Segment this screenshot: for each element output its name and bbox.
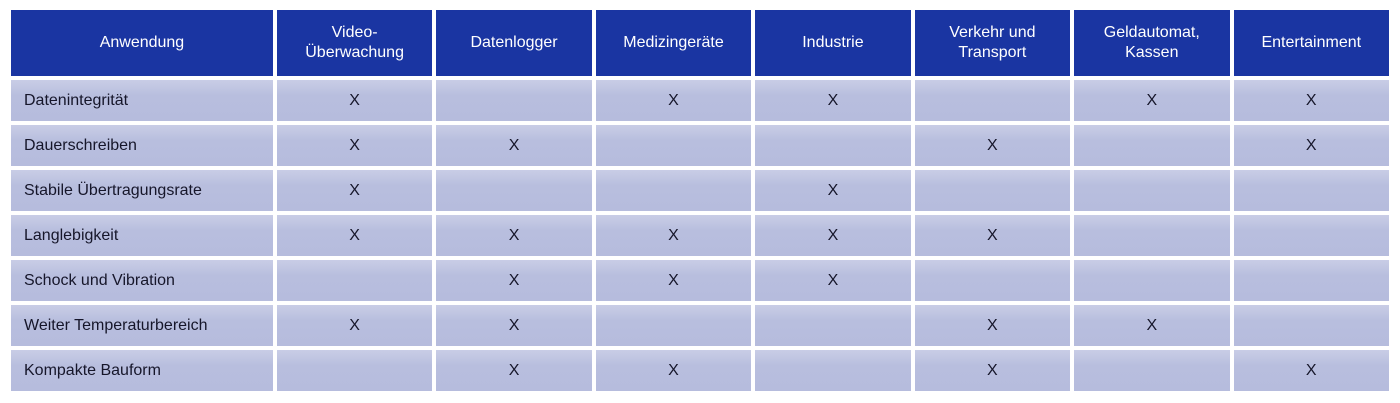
matrix-cell: X: [914, 350, 1071, 391]
matrix-cell: X: [276, 305, 433, 346]
matrix-cell: [436, 170, 592, 211]
matrix-cell: [1233, 260, 1389, 301]
matrix-cell: [1074, 260, 1230, 301]
table-header-row: Anwendung Video- Überwachung Datenlogger Me…: [11, 10, 1389, 76]
column-header: Industrie: [755, 10, 911, 76]
matrix-cell: X: [1233, 80, 1389, 121]
matrix-cell: [755, 350, 911, 391]
matrix-cell: [276, 350, 433, 391]
matrix-cell: [276, 260, 433, 301]
matrix-cell: X: [755, 80, 911, 121]
matrix-cell: X: [1233, 125, 1389, 166]
row-label: Weiter Temperaturbereich: [11, 305, 273, 346]
matrix-cell: X: [276, 80, 433, 121]
matrix-cell: X: [436, 215, 592, 256]
matrix-cell: X: [1074, 305, 1230, 346]
matrix-cell: [914, 170, 1071, 211]
matrix-cell: X: [436, 125, 592, 166]
table-row: Weiter Temperaturbereich X X X X: [11, 305, 1389, 346]
matrix-cell: [595, 125, 752, 166]
matrix-cell: X: [1074, 80, 1230, 121]
matrix-cell: [1074, 125, 1230, 166]
column-header: Medizingeräte: [595, 10, 752, 76]
matrix-cell: X: [276, 215, 433, 256]
table-row: Schock und Vibration X X X: [11, 260, 1389, 301]
table-row: Langlebigkeit X X X X X: [11, 215, 1389, 256]
matrix-cell: [1233, 215, 1389, 256]
matrix-cell: X: [755, 170, 911, 211]
matrix-cell: X: [436, 350, 592, 391]
matrix-cell: [1074, 170, 1230, 211]
matrix-cell: [1233, 305, 1389, 346]
matrix-cell: [595, 305, 752, 346]
matrix-cell: X: [276, 125, 433, 166]
matrix-cell: [914, 260, 1071, 301]
column-header: Verkehr und Transport: [914, 10, 1071, 76]
matrix-cell: X: [595, 350, 752, 391]
table-row: Dauerschreiben X X X X: [11, 125, 1389, 166]
matrix-cell: X: [436, 260, 592, 301]
row-label: Kompakte Bauform: [11, 350, 273, 391]
matrix-cell: X: [1233, 350, 1389, 391]
column-header: Anwendung: [11, 10, 273, 76]
matrix-cell: X: [914, 305, 1071, 346]
matrix-cell: [595, 170, 752, 211]
row-label: Datenintegrität: [11, 80, 273, 121]
matrix-cell: [914, 80, 1071, 121]
matrix-cell: X: [914, 215, 1071, 256]
table-row: Kompakte Bauform X X X X: [11, 350, 1389, 391]
matrix-cell: X: [914, 125, 1071, 166]
matrix-cell: X: [755, 260, 911, 301]
matrix-cell: X: [436, 305, 592, 346]
matrix-cell: X: [595, 80, 752, 121]
table-row: Datenintegrität X X X X X: [11, 80, 1389, 121]
matrix-cell: [436, 80, 592, 121]
column-header: Datenlogger: [436, 10, 592, 76]
row-label: Dauerschreiben: [11, 125, 273, 166]
matrix-cell: [1233, 170, 1389, 211]
row-label: Schock und Vibration: [11, 260, 273, 301]
matrix-cell: X: [595, 215, 752, 256]
application-requirements-matrix: Anwendung Video- Überwachung Datenlogger Me…: [7, 6, 1393, 395]
row-label: Langlebigkeit: [11, 215, 273, 256]
matrix-cell: [755, 125, 911, 166]
matrix-cell: [1074, 215, 1230, 256]
row-label: Stabile Übertragungsrate: [11, 170, 273, 211]
matrix-cell: [1074, 350, 1230, 391]
column-header: Entertainment: [1233, 10, 1389, 76]
matrix-cell: [755, 305, 911, 346]
table-row: Stabile Übertragungsrate X X: [11, 170, 1389, 211]
matrix-cell: X: [276, 170, 433, 211]
matrix-cell: X: [595, 260, 752, 301]
matrix-cell: X: [755, 215, 911, 256]
column-header: Geldautomat, Kassen: [1074, 10, 1230, 76]
column-header: Video- Überwachung: [276, 10, 433, 76]
